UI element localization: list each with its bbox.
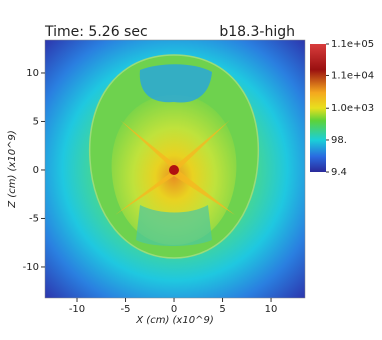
chart-subtitle: b18.3-high xyxy=(219,24,295,40)
colorbar xyxy=(310,44,326,172)
colorbar-tick-label: 9.4 xyxy=(331,167,347,178)
x-tick-label: -5 xyxy=(121,304,131,315)
x-tick-label: 10 xyxy=(265,304,278,315)
colorbar-tick-label: 98. xyxy=(331,135,347,146)
y-tick-label: 10 xyxy=(26,68,39,79)
chart-title: Time: 5.26 sec xyxy=(44,24,148,40)
colorbar-tick-label: 1.1e+04 xyxy=(331,70,374,81)
y-tick-label: -5 xyxy=(29,213,39,224)
colorbar-tick-label: 1.0e+03 xyxy=(331,103,374,114)
x-axis-label: X (cm) (x10^9) xyxy=(135,315,213,326)
colorbar-tick-label: 1.1e+05 xyxy=(331,39,374,50)
y-tick-label: -10 xyxy=(23,262,39,273)
x-tick-label: 0 xyxy=(171,304,177,315)
x-tick-label: 5 xyxy=(219,304,225,315)
y-tick-label: 5 xyxy=(33,116,39,127)
plot-frame xyxy=(44,39,306,299)
y-axis-label: Z (cm) (x10^9) xyxy=(7,130,18,208)
heatmap-image xyxy=(45,40,305,298)
y-tick-label: 0 xyxy=(33,165,39,176)
x-tick-label: -10 xyxy=(69,304,85,315)
